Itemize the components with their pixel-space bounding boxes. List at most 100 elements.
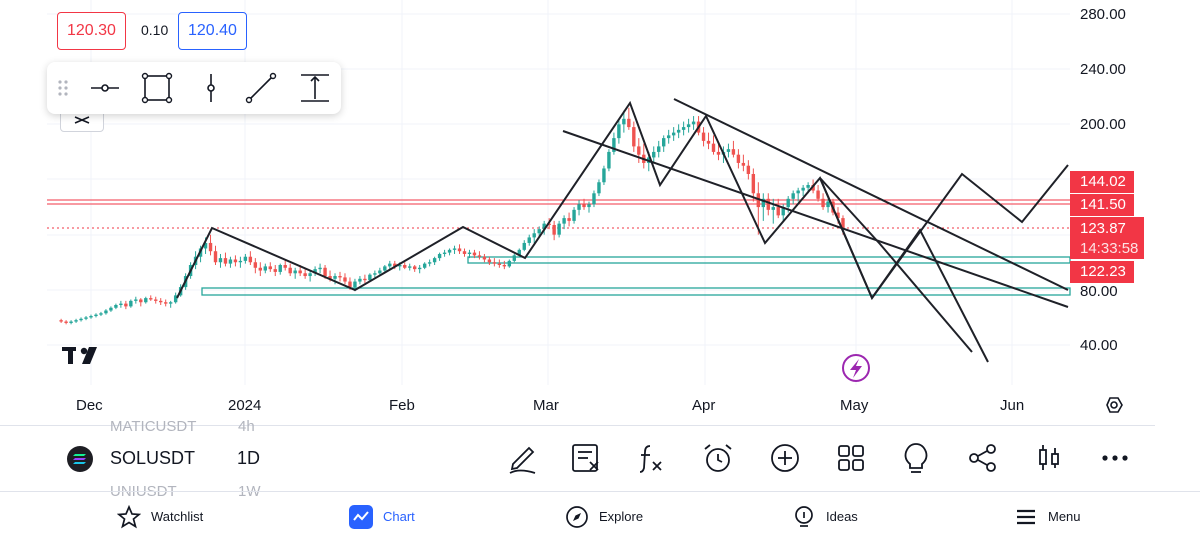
- symbol-name[interactable]: SOLUSDT: [110, 448, 196, 468]
- chart-area[interactable]: 280.00 240.00 200.00 80.00 40.00 Dec 202…: [0, 0, 1200, 425]
- interval-selector[interactable]: 1D: [237, 448, 261, 468]
- candle-body: [228, 259, 233, 264]
- candle-body: [791, 193, 795, 199]
- candle-body: [746, 165, 751, 174]
- candle-body: [781, 207, 785, 216]
- candle-body: [427, 262, 432, 264]
- drag-handle-icon[interactable]: [53, 70, 73, 106]
- candle-body: [577, 204, 581, 210]
- candle-body: [408, 266, 412, 268]
- remove-drawings-icon[interactable]: [568, 440, 604, 476]
- candle-body: [582, 204, 586, 208]
- candle-body: [532, 233, 536, 238]
- candle-body: [801, 187, 805, 191]
- candle-body: [203, 242, 208, 249]
- candle-body: [821, 198, 825, 208]
- candle-body: [383, 266, 387, 271]
- candle-body: [104, 310, 108, 314]
- close-icon: [74, 116, 90, 124]
- candle-body: [816, 190, 820, 199]
- candle-body: [248, 256, 253, 263]
- candle-body: [477, 255, 482, 257]
- more-icon[interactable]: [1097, 440, 1133, 476]
- candle-body: [437, 253, 442, 259]
- chart-canvas[interactable]: 280.00 240.00 200.00 80.00 40.00 Dec 202…: [0, 0, 1200, 425]
- candle-body: [278, 265, 282, 272]
- price-range-icon[interactable]: [297, 70, 333, 106]
- candle-body: [233, 259, 238, 263]
- solana-logo-icon: [67, 446, 93, 472]
- add-icon[interactable]: [767, 440, 803, 476]
- lightning-event-icon[interactable]: [842, 354, 870, 382]
- candle-body: [457, 248, 462, 252]
- chart-settings-icon[interactable]: [1106, 397, 1123, 413]
- candle-body: [293, 270, 297, 274]
- channel-lower-line[interactable]: [562, 130, 1069, 308]
- candle-body: [398, 265, 402, 267]
- prev-symbol[interactable]: MATICUSDT: [110, 418, 197, 435]
- candle-body: [701, 132, 706, 141]
- nav-ideas[interactable]: Ideas: [792, 492, 858, 541]
- candle-body: [462, 251, 467, 254]
- projection-path-a[interactable]: [819, 177, 973, 353]
- prev-interval[interactable]: 4h: [238, 418, 255, 435]
- candle-body: [522, 242, 526, 250]
- buy-price-button[interactable]: 120.40: [178, 12, 247, 50]
- layouts-icon[interactable]: [833, 440, 869, 476]
- candle-body: [826, 201, 830, 208]
- sell-price-button[interactable]: 120.30: [57, 12, 126, 50]
- nav-label: Watchlist: [151, 509, 204, 524]
- candle-body: [89, 316, 93, 318]
- user-drawings[interactable]: [176, 98, 1069, 363]
- candle-body: [671, 132, 676, 136]
- ideas-bulb-icon[interactable]: [898, 440, 934, 476]
- candle-body: [283, 265, 287, 268]
- candle-body: [298, 270, 302, 274]
- candle-body: [328, 276, 332, 279]
- candle-body: [741, 162, 746, 166]
- support-zone-lower[interactable]: [201, 287, 1071, 296]
- candle-body: [59, 320, 63, 322]
- horizontal-ray-icon[interactable]: [87, 70, 123, 106]
- nav-explore[interactable]: Explore: [565, 492, 643, 541]
- bar-countdown: 14:33:58: [1080, 240, 1139, 257]
- candle-body: [348, 281, 352, 288]
- candle-body: [318, 267, 322, 270]
- nav-menu[interactable]: Menu: [1014, 492, 1081, 541]
- star-icon: [117, 504, 141, 528]
- time-tick: 2024: [228, 397, 261, 414]
- nav-watchlist[interactable]: Watchlist: [117, 492, 203, 541]
- candle-body: [637, 146, 641, 155]
- pencil-icon[interactable]: [505, 440, 541, 476]
- nav-chart[interactable]: Chart: [349, 492, 415, 541]
- channel-upper-line[interactable]: [673, 98, 1069, 291]
- alert-icon[interactable]: [700, 440, 736, 476]
- candle-body: [313, 269, 317, 274]
- trend-line-icon[interactable]: [243, 70, 279, 106]
- candle-body: [811, 185, 815, 191]
- price-badge-141: 141.50: [1070, 194, 1134, 216]
- candle-body: [657, 146, 661, 152]
- candle-body: [164, 302, 168, 304]
- zigzag-wave-drawing[interactable]: [176, 100, 1069, 301]
- share-icon[interactable]: [965, 440, 1001, 476]
- support-zone-upper[interactable]: [467, 256, 1071, 264]
- candle-body: [482, 256, 487, 260]
- indicators-icon[interactable]: [634, 440, 670, 476]
- bulb-icon: [795, 505, 813, 527]
- candle-body: [403, 265, 407, 268]
- candle-body: [552, 225, 556, 235]
- drawing-toolbar: [47, 62, 341, 114]
- nav-label: Menu: [1048, 509, 1081, 524]
- candle-body: [124, 303, 128, 307]
- price-tick: 240.00: [1080, 61, 1126, 78]
- tradingview-logo: [62, 347, 97, 364]
- candle-body: [602, 168, 606, 183]
- chart-type-icon[interactable]: [1031, 440, 1067, 476]
- rectangle-icon[interactable]: [139, 70, 175, 106]
- candle-body: [761, 198, 765, 208]
- vertical-line-icon[interactable]: [193, 70, 229, 106]
- candle-body: [258, 267, 263, 271]
- spread-value: 0.10: [141, 22, 169, 38]
- projection-path-b[interactable]: [819, 177, 989, 363]
